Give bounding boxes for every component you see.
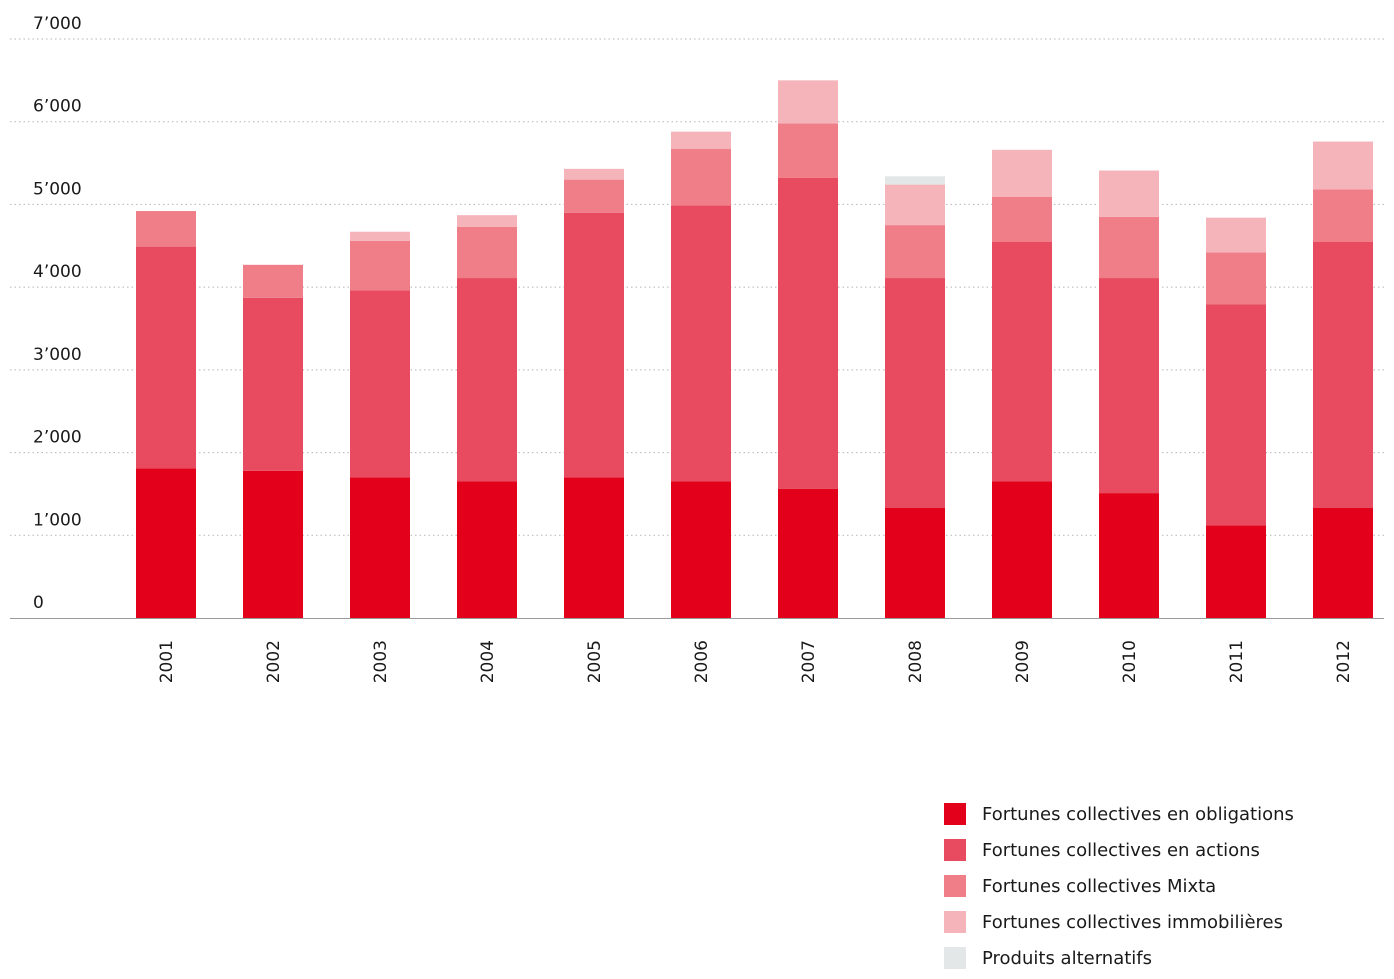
bar-segment-2005-series-3 [564,168,624,180]
x-axis-tick-labels: 2001 2002 2003 2004 2005 2006 2007 2008 2009 2010… [157,640,1354,683]
bar-segment-2006-series-3 [671,131,731,150]
bar-segment-2004-series-3 [457,215,517,227]
y-tick-label: 0 [33,593,44,613]
bar-segment-2012-series-2 [1313,189,1373,242]
legend-item: Fortunes collectives Mixta [944,868,1294,904]
bar-segment-2009-series-3 [992,149,1052,197]
legend-item: Fortunes collectives en obligations [944,796,1294,832]
bar-segment-2008-series-0 [885,507,945,618]
bar-segment-2011-series-1 [1206,304,1266,526]
y-axis-tick-labels: 0 1’000 2’000 3’000 4’000 5’000 6’000 7’000 [33,14,82,613]
x-tick-label: 2007 [799,640,819,683]
y-tick-label: 7’000 [33,14,82,34]
legend-label: Fortunes collectives immobilières [982,911,1283,933]
x-tick-label: 2004 [478,640,498,683]
bar-segment-2004-series-0 [457,481,517,618]
bar-segment-2010-series-2 [1099,216,1159,279]
bar-segment-2007-series-1 [778,177,838,489]
bar-segment-2010-series-3 [1099,170,1159,217]
legend-swatch [944,839,966,861]
y-tick-label: 1’000 [33,510,82,530]
bar-segment-2012-series-0 [1313,507,1373,618]
y-tick-label: 2’000 [33,428,82,448]
x-tick-label: 2001 [157,640,177,683]
bar-segment-2002-series-2 [243,264,303,298]
bar-segment-2003-series-3 [350,231,410,241]
bar-segment-2004-series-1 [457,278,517,482]
legend-label: Produits alternatifs [982,947,1153,969]
x-tick-label: 2006 [692,640,712,683]
y-tick-label: 5’000 [33,179,82,199]
x-tick-label: 2003 [371,640,391,683]
bar-segment-2009-series-1 [992,241,1052,482]
bar-segment-2002-series-0 [243,470,303,618]
legend-swatch [944,875,966,897]
x-tick-label: 2011 [1227,640,1247,683]
legend-label: Fortunes collectives en obligations [982,803,1294,825]
legend-label: Fortunes collectives Mixta [982,875,1217,897]
legend-item: Produits alternatifs [944,940,1294,976]
bar-segment-2011-series-0 [1206,525,1266,618]
bar-segment-2007-series-2 [778,123,838,178]
legend-swatch [944,911,966,933]
legend-label: Fortunes collectives en actions [982,839,1260,861]
x-tick-label: 2005 [585,640,605,683]
bar-segment-2003-series-2 [350,240,410,291]
bar-segment-2001-series-2 [136,211,196,247]
bar-segment-2005-series-2 [564,179,624,213]
x-tick-label: 2002 [264,640,284,683]
bar-segment-2002-series-1 [243,297,303,471]
x-tick-label: 2008 [906,640,926,683]
bar-segment-2008-series-3 [885,184,945,226]
bar-segment-2012-series-3 [1313,141,1373,190]
bar-segment-2007-series-3 [778,80,838,124]
bar-segment-2008-series-4 [885,176,945,185]
bar-segment-2011-series-2 [1206,252,1266,305]
bar-segment-2010-series-0 [1099,493,1159,618]
legend-swatch [944,947,966,969]
x-tick-label: 2009 [1013,640,1033,683]
legend-item: Fortunes collectives immobilières [944,904,1294,940]
bar-segment-2006-series-0 [671,481,731,618]
x-tick-label: 2010 [1120,640,1140,683]
bar-segment-2003-series-1 [350,290,410,478]
bar-segment-2007-series-0 [778,488,838,618]
y-tick-label: 4’000 [33,262,82,282]
y-tick-label: 6’000 [33,97,82,117]
bar-segment-2005-series-0 [564,477,624,618]
y-tick-label: 3’000 [33,345,82,365]
legend-swatch [944,803,966,825]
legend: Fortunes collectives en obligations Fortu… [944,796,1294,976]
bar-segment-2006-series-2 [671,149,731,206]
bar-segment-2001-series-1 [136,246,196,469]
bar-segment-2005-series-1 [564,212,624,478]
bar-segment-2008-series-2 [885,225,945,279]
bar-segment-2012-series-1 [1313,241,1373,508]
bars [136,80,1373,618]
bar-segment-2009-series-0 [992,481,1052,618]
bar-segment-2001-series-0 [136,468,196,618]
bar-segment-2003-series-0 [350,477,410,618]
bar-segment-2010-series-1 [1099,278,1159,494]
bar-segment-2004-series-2 [457,226,517,279]
bar-segment-2011-series-3 [1206,217,1266,253]
legend-item: Fortunes collectives en actions [944,832,1294,868]
x-tick-label: 2012 [1334,640,1354,683]
bar-segment-2006-series-1 [671,205,731,482]
bar-segment-2008-series-1 [885,278,945,508]
bar-segment-2009-series-2 [992,196,1052,242]
